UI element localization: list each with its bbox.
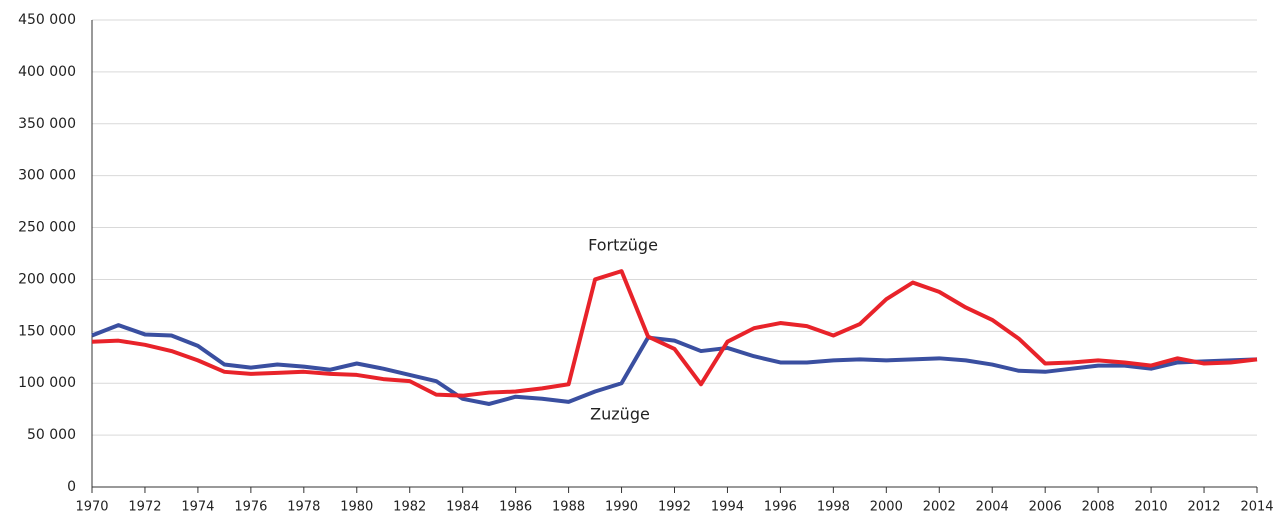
- x-tick-label: 2014: [1240, 500, 1273, 515]
- x-tick-label: 1970: [75, 500, 108, 515]
- y-tick-label: 400 000: [18, 64, 76, 80]
- x-tick-label: 1982: [393, 500, 426, 515]
- y-tick-label: 200 000: [18, 271, 76, 287]
- y-tick-label: 150 000: [18, 323, 76, 339]
- x-tick-label: 1980: [340, 500, 373, 515]
- x-tick-label: 2002: [923, 500, 956, 515]
- x-tick-label: 2000: [870, 500, 903, 515]
- y-tick-label: 350 000: [18, 116, 76, 132]
- y-tick-label: 0: [67, 479, 76, 495]
- x-tick-label: 1976: [234, 500, 267, 515]
- x-tick-label: 1998: [817, 500, 850, 515]
- x-tick-label: 2006: [1029, 500, 1062, 515]
- series-line: [91, 269, 1258, 398]
- y-tick-label: 100 000: [18, 375, 76, 391]
- x-tick-label: 1986: [499, 500, 532, 515]
- y-tick-label: 300 000: [18, 168, 76, 184]
- y-tick-label: 450 000: [18, 12, 76, 28]
- x-tick-label: 1996: [764, 500, 797, 515]
- x-tick-label: 2004: [976, 500, 1009, 515]
- x-tick-label: 1978: [287, 500, 320, 515]
- x-tick-label: 2012: [1187, 500, 1220, 515]
- x-tick-label: 1972: [128, 500, 161, 515]
- x-tick-label: 1984: [446, 500, 479, 515]
- series-line: [91, 323, 1258, 406]
- x-tick-label: 1992: [658, 500, 691, 515]
- x-tick-label: 2010: [1135, 500, 1168, 515]
- series-label: Zuzüge: [590, 405, 650, 424]
- x-tick-label: 2008: [1082, 500, 1115, 515]
- y-tick-label: 250 000: [18, 220, 76, 236]
- y-tick-label: 50 000: [27, 427, 76, 443]
- x-tick-label: 1974: [181, 500, 214, 515]
- series-label: Fortzüge: [588, 236, 658, 255]
- x-tick-label: 1988: [552, 500, 585, 515]
- x-tick-label: 1994: [711, 500, 744, 515]
- x-tick-label: 1990: [605, 500, 638, 515]
